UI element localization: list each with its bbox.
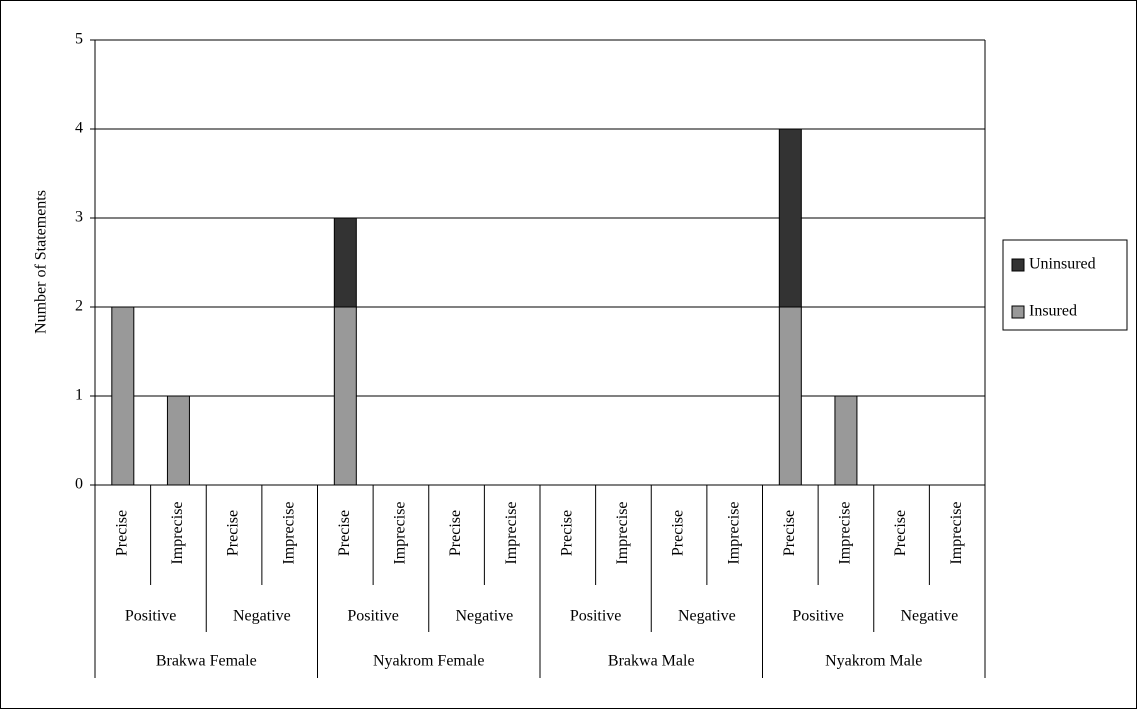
x-tick-label: Precise bbox=[670, 510, 687, 556]
x-tick-label: Imprecise bbox=[837, 501, 854, 564]
y-tick-label: 5 bbox=[75, 31, 83, 48]
bar-segment bbox=[778, 128, 802, 308]
x-supergroup-label: Nyakrom Male bbox=[825, 653, 922, 670]
bar-segment bbox=[333, 306, 357, 486]
y-tick-label: 2 bbox=[75, 298, 83, 315]
y-tick-label: 3 bbox=[75, 209, 83, 226]
x-supergroup-label: Brakwa Male bbox=[608, 653, 695, 670]
legend-swatch bbox=[1011, 305, 1025, 319]
bar-segment bbox=[778, 306, 802, 486]
x-supergroup-label: Brakwa Female bbox=[156, 653, 257, 670]
y-axis-label: Number of Statements bbox=[33, 190, 50, 334]
x-tick-label: Precise bbox=[447, 510, 464, 556]
x-tick-label: Precise bbox=[336, 510, 353, 556]
x-tick-label: Precise bbox=[892, 510, 909, 556]
y-tick-label: 1 bbox=[75, 387, 83, 404]
x-group-label: Positive bbox=[125, 608, 177, 625]
bar-segment bbox=[834, 395, 858, 486]
x-tick-label: Precise bbox=[113, 510, 130, 556]
x-group-label: Negative bbox=[901, 608, 959, 625]
y-tick-label: 4 bbox=[75, 120, 83, 137]
x-tick-label: Precise bbox=[225, 510, 242, 556]
legend-swatch bbox=[1011, 258, 1025, 272]
x-group-label: Negative bbox=[456, 608, 514, 625]
x-group-label: Positive bbox=[347, 608, 399, 625]
y-tick-label: 0 bbox=[75, 476, 83, 493]
x-group-label: Positive bbox=[570, 608, 622, 625]
x-group-label: Negative bbox=[678, 608, 736, 625]
x-tick-label: Imprecise bbox=[948, 501, 965, 564]
x-tick-label: Imprecise bbox=[725, 501, 742, 564]
bar-segment bbox=[111, 306, 135, 486]
legend-label: Uninsured bbox=[1029, 256, 1096, 273]
x-tick-label: Imprecise bbox=[392, 501, 409, 564]
x-tick-label: Imprecise bbox=[614, 501, 631, 564]
legend-label: Insured bbox=[1029, 303, 1077, 320]
x-tick-label: Imprecise bbox=[280, 501, 297, 564]
x-group-label: Negative bbox=[233, 608, 291, 625]
x-tick-label: Imprecise bbox=[503, 501, 520, 564]
x-group-label: Positive bbox=[792, 608, 844, 625]
x-tick-label: Imprecise bbox=[169, 501, 186, 564]
x-supergroup-label: Nyakrom Female bbox=[373, 653, 485, 670]
bar-segment bbox=[333, 217, 357, 308]
x-tick-label: Precise bbox=[781, 510, 798, 556]
bar-segment bbox=[166, 395, 190, 486]
x-tick-label: Precise bbox=[558, 510, 575, 556]
